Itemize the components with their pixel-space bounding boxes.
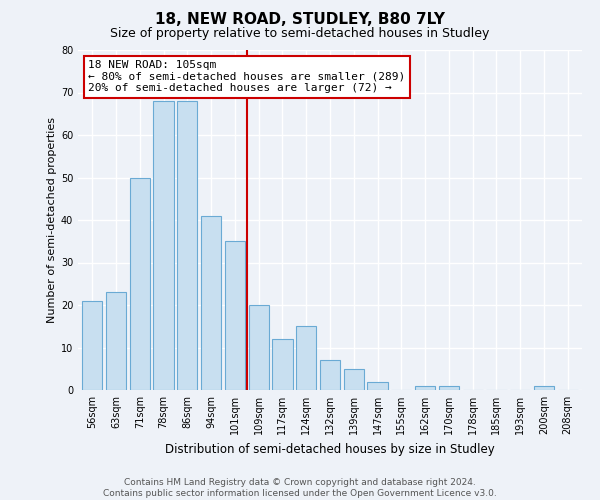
Bar: [367, 382, 388, 390]
Bar: [106, 292, 126, 390]
Bar: [272, 339, 293, 390]
Text: Contains HM Land Registry data © Crown copyright and database right 2024.
Contai: Contains HM Land Registry data © Crown c…: [103, 478, 497, 498]
Bar: [439, 386, 459, 390]
Bar: [130, 178, 150, 390]
Bar: [154, 101, 173, 390]
X-axis label: Distribution of semi-detached houses by size in Studley: Distribution of semi-detached houses by …: [165, 442, 495, 456]
Y-axis label: Number of semi-detached properties: Number of semi-detached properties: [47, 117, 56, 323]
Bar: [82, 300, 103, 390]
Bar: [296, 326, 316, 390]
Bar: [415, 386, 435, 390]
Bar: [344, 369, 364, 390]
Bar: [534, 386, 554, 390]
Text: 18 NEW ROAD: 105sqm
← 80% of semi-detached houses are smaller (289)
20% of semi-: 18 NEW ROAD: 105sqm ← 80% of semi-detach…: [88, 60, 406, 94]
Bar: [248, 305, 269, 390]
Bar: [225, 242, 245, 390]
Text: 18, NEW ROAD, STUDLEY, B80 7LY: 18, NEW ROAD, STUDLEY, B80 7LY: [155, 12, 445, 28]
Text: Size of property relative to semi-detached houses in Studley: Size of property relative to semi-detach…: [110, 28, 490, 40]
Bar: [320, 360, 340, 390]
Bar: [177, 101, 197, 390]
Bar: [201, 216, 221, 390]
